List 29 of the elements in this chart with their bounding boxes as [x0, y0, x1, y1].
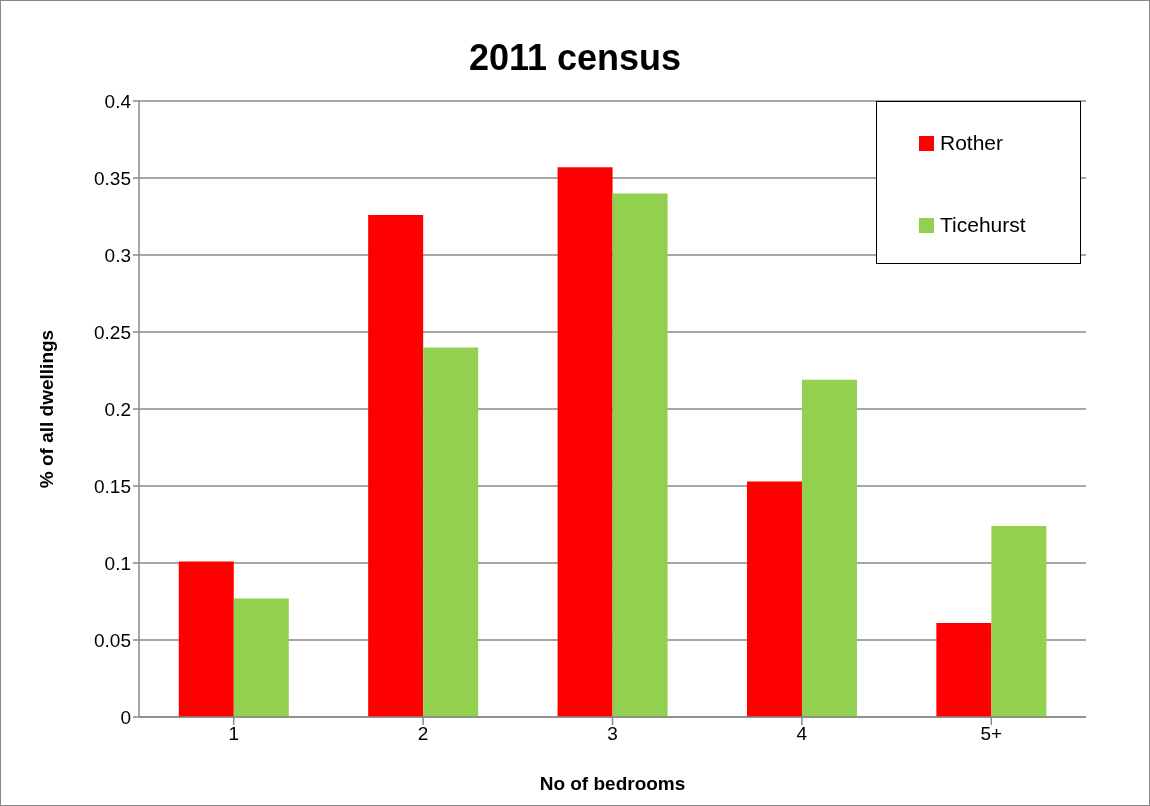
y-tick-label: 0.15: [94, 475, 131, 497]
x-axis-title: No of bedrooms: [538, 773, 687, 795]
bar: [801, 379, 857, 717]
x-tick-label: 4: [796, 723, 808, 745]
y-tick-label: 0.1: [104, 552, 131, 574]
x-tick-label: 5+: [980, 723, 1003, 745]
y-tick-label: 0.3: [104, 244, 131, 266]
y-tick-label: 0.4: [104, 90, 132, 112]
x-tick-label: 2: [417, 723, 429, 745]
bar: [557, 167, 613, 717]
y-tick-label: 0: [120, 706, 131, 728]
y-tick-label: 0.05: [94, 629, 131, 651]
y-tick-label: 0.2: [104, 398, 131, 420]
x-tick-label: 1: [228, 723, 239, 745]
legend-label: Ticehurst: [940, 213, 1026, 237]
bar: [368, 214, 424, 717]
bar: [612, 193, 668, 717]
bar: [423, 347, 479, 717]
bar: [233, 598, 289, 717]
bar: [178, 561, 234, 717]
legend-label: Rother: [940, 131, 1004, 155]
y-tick-label: 0.25: [94, 321, 131, 343]
bar: [936, 623, 992, 717]
y-tick-label: 0.35: [94, 167, 131, 189]
y-axis-title: % of all dwellings: [36, 329, 58, 489]
bar: [746, 481, 802, 717]
chart-title: 2011 census: [467, 37, 683, 79]
x-tick-label: 3: [607, 723, 618, 745]
bar: [991, 526, 1047, 717]
